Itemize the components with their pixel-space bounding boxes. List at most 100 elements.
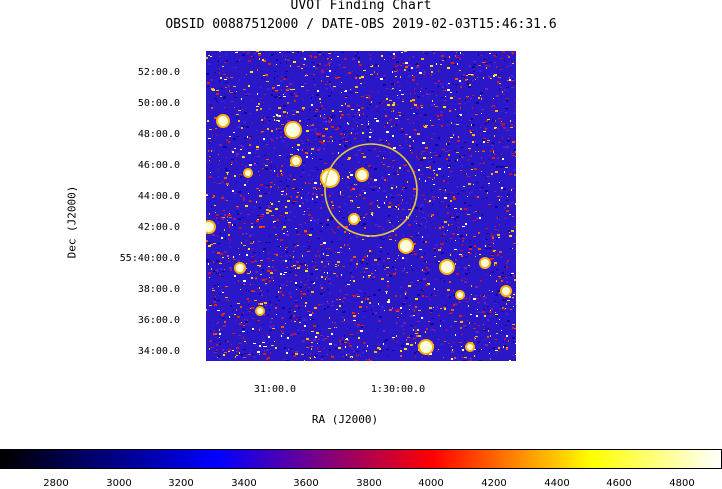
- noise-pixel: [374, 351, 377, 353]
- noise-pixel: [279, 181, 282, 182]
- noise-pixel: [507, 66, 508, 68]
- noise-pixel: [256, 149, 259, 150]
- noise-pixel: [339, 144, 341, 145]
- noise-pixel: [275, 256, 276, 257]
- noise-pixel: [276, 314, 277, 315]
- noise-pixel: [259, 293, 261, 295]
- noise-pixel: [327, 289, 329, 290]
- noise-pixel: [233, 132, 235, 133]
- noise-pixel: [249, 234, 252, 236]
- noise-pixel: [278, 201, 280, 202]
- noise-pixel: [269, 277, 270, 278]
- noise-pixel: [219, 72, 220, 74]
- noise-pixel: [355, 55, 357, 57]
- noise-pixel: [327, 64, 330, 65]
- noise-pixel: [276, 59, 278, 61]
- noise-pixel: [304, 285, 305, 286]
- noise-pixel: [492, 347, 495, 349]
- noise-pixel: [412, 251, 415, 252]
- noise-pixel: [440, 321, 441, 322]
- noise-pixel: [272, 87, 275, 89]
- star: [400, 240, 412, 252]
- noise-pixel: [302, 202, 304, 204]
- noise-pixel: [206, 93, 207, 94]
- noise-pixel: [340, 248, 343, 249]
- noise-pixel: [349, 334, 351, 335]
- noise-pixel: [282, 307, 285, 309]
- noise-pixel: [441, 252, 444, 254]
- noise-pixel: [342, 311, 345, 313]
- noise-pixel: [485, 344, 488, 346]
- noise-pixel: [381, 306, 384, 308]
- noise-pixel: [350, 334, 353, 335]
- noise-pixel: [500, 256, 503, 258]
- noise-pixel: [287, 166, 289, 167]
- noise-pixel: [469, 130, 471, 132]
- noise-pixel: [340, 193, 341, 195]
- noise-pixel: [335, 71, 336, 72]
- noise-pixel: [465, 99, 466, 101]
- noise-pixel: [321, 287, 323, 289]
- noise-pixel: [269, 309, 270, 311]
- noise-pixel: [369, 65, 372, 66]
- noise-pixel: [335, 77, 338, 79]
- noise-pixel: [343, 141, 344, 142]
- noise-pixel: [490, 300, 492, 301]
- noise-pixel: [446, 158, 448, 160]
- noise-pixel: [265, 242, 268, 243]
- noise-pixel: [489, 342, 490, 343]
- noise-pixel: [391, 197, 394, 198]
- chart-subtitle: OBSID 00887512000 / DATE-OBS 2019-02-03T…: [165, 17, 557, 32]
- noise-pixel: [331, 126, 334, 128]
- colorbar: [0, 449, 722, 469]
- colorbar-tick-label: 4800: [669, 478, 695, 489]
- noise-pixel: [481, 95, 483, 96]
- noise-pixel: [455, 263, 456, 265]
- noise-pixel: [223, 317, 224, 318]
- noise-pixel: [513, 275, 515, 277]
- noise-pixel: [487, 192, 488, 194]
- noise-pixel: [388, 355, 389, 356]
- noise-pixel: [357, 354, 358, 355]
- noise-pixel: [276, 296, 278, 298]
- noise-pixel: [216, 344, 219, 346]
- noise-pixel: [515, 354, 516, 355]
- noise-pixel: [422, 195, 425, 196]
- noise-pixel: [490, 78, 492, 79]
- noise-pixel: [487, 140, 490, 141]
- noise-pixel: [412, 99, 415, 101]
- noise-pixel: [323, 253, 324, 255]
- noise-pixel: [386, 144, 387, 145]
- noise-pixel: [425, 226, 426, 228]
- noise-pixel: [295, 95, 298, 97]
- noise-pixel: [280, 215, 283, 216]
- noise-pixel: [443, 180, 445, 182]
- noise-pixel: [433, 218, 434, 219]
- noise-pixel: [393, 273, 396, 275]
- noise-pixel: [425, 331, 426, 333]
- noise-pixel: [429, 168, 431, 169]
- noise-pixel: [415, 306, 417, 308]
- noise-pixel: [316, 196, 318, 198]
- noise-pixel: [269, 301, 271, 303]
- noise-pixel: [514, 339, 516, 341]
- noise-pixel: [307, 147, 308, 148]
- noise-pixel: [474, 245, 476, 247]
- noise-pixel: [371, 309, 372, 311]
- noise-pixel: [441, 97, 444, 98]
- noise-pixel: [437, 115, 439, 117]
- noise-pixel: [353, 118, 354, 120]
- noise-pixel: [478, 349, 480, 350]
- noise-pixel: [488, 244, 490, 245]
- noise-pixel: [353, 315, 356, 317]
- noise-pixel: [398, 112, 401, 113]
- noise-pixel: [422, 269, 423, 271]
- noise-pixel: [243, 349, 246, 350]
- x-tick-label: 1:30:00.0: [370, 384, 426, 395]
- noise-pixel: [429, 200, 431, 202]
- noise-pixel: [449, 141, 450, 142]
- noise-pixel: [483, 138, 486, 139]
- noise-pixel: [375, 312, 377, 314]
- noise-pixel: [247, 216, 248, 217]
- noise-pixel: [207, 120, 209, 122]
